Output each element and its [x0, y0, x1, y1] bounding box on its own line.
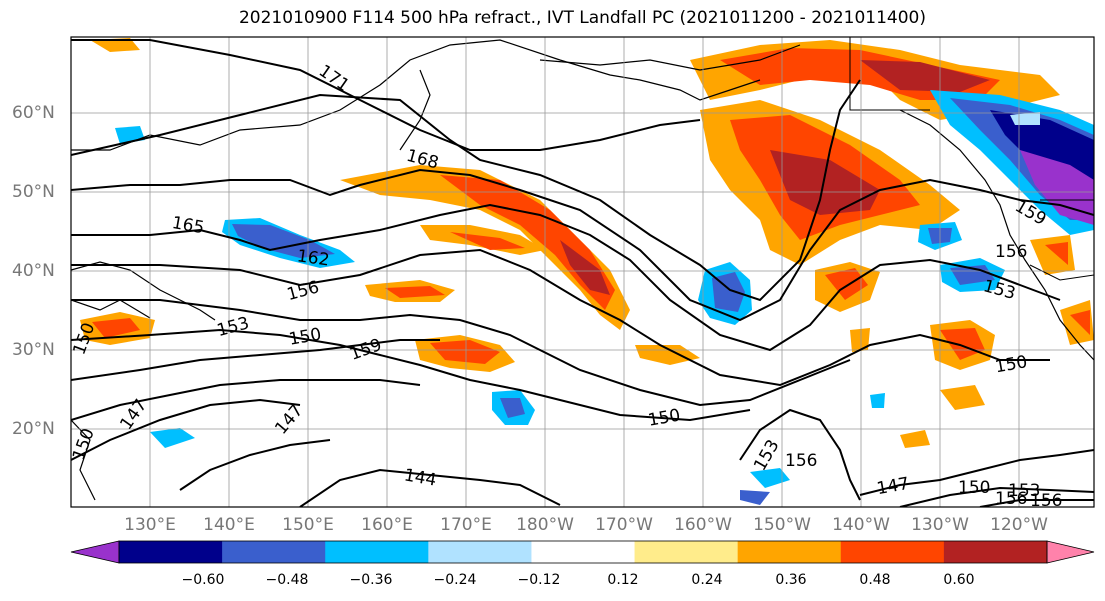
colorbar-tick-label: 0.12 [607, 572, 639, 588]
colorbar-tick-label: −0.12 [517, 572, 561, 588]
lat-label-20N: 20°N [12, 419, 55, 439]
lon-label: 140°W [832, 515, 890, 535]
contour-label: 156 [995, 489, 1027, 509]
lat-label-50N: 50°N [12, 182, 55, 202]
colorbar-tick-label: −0.48 [265, 572, 309, 588]
colorbar-extend-low [70, 540, 120, 564]
colorbar-segment [634, 541, 739, 563]
colorbar-segment [943, 541, 1048, 563]
colorbar-frame [118, 540, 1048, 564]
contour-label: 156 [785, 451, 817, 471]
contour-label: 153 [1008, 481, 1040, 501]
contour-label: 162 [296, 246, 331, 270]
colorbar-tick-label: 0.48 [859, 572, 891, 588]
height-contours [71, 39, 1094, 507]
colorbar-tick-label: −0.24 [433, 572, 477, 588]
contour-label: 150 [958, 478, 990, 498]
lon-label: 170°W [595, 515, 653, 535]
colorbar-segment [119, 541, 223, 563]
lon-label: 160°W [674, 515, 732, 535]
colorbar-segment [222, 541, 326, 563]
colorbar-extend-high [1046, 540, 1095, 564]
lat-label-30N: 30°N [12, 340, 55, 360]
colorbar-segment [737, 541, 842, 563]
colorbar-tick-label: −0.36 [349, 572, 393, 588]
colorbar-tick-label: −0.60 [181, 572, 225, 588]
lon-label: 150°W [753, 515, 811, 535]
lon-label: 150°E [282, 515, 334, 535]
lon-label: 140°E [203, 515, 255, 535]
colorbar-tick-label: 0.36 [775, 572, 807, 588]
colorbar-tick-label: 0.24 [691, 572, 723, 588]
colorbar-tick-label: 0.60 [943, 572, 975, 588]
map-title: 2021010900 F114 500 hPa refract., IVT La… [238, 8, 926, 28]
lat-label-60N: 60°N [12, 103, 55, 123]
colorbar-segment [840, 541, 945, 563]
lon-label: 130°W [911, 515, 969, 535]
contour-label: 156 [1030, 491, 1062, 511]
coastlines [71, 39, 1094, 501]
lon-label: 170°E [440, 515, 492, 535]
colorbar [70, 540, 1095, 564]
lon-label: 160°E [361, 515, 413, 535]
lon-label: 130°E [124, 515, 176, 535]
colorbar-segment [428, 541, 532, 563]
negative-anomaly-shading [115, 90, 1094, 505]
lon-label: 180°W [516, 515, 574, 535]
contour-label: 156 [995, 242, 1027, 262]
map-frame [70, 36, 1095, 508]
political-borders [849, 37, 1094, 281]
colorbar-segment [531, 541, 636, 563]
lat-label-40N: 40°N [12, 261, 55, 281]
lon-label: 120°W [990, 515, 1048, 535]
colorbar-segment [325, 541, 429, 563]
